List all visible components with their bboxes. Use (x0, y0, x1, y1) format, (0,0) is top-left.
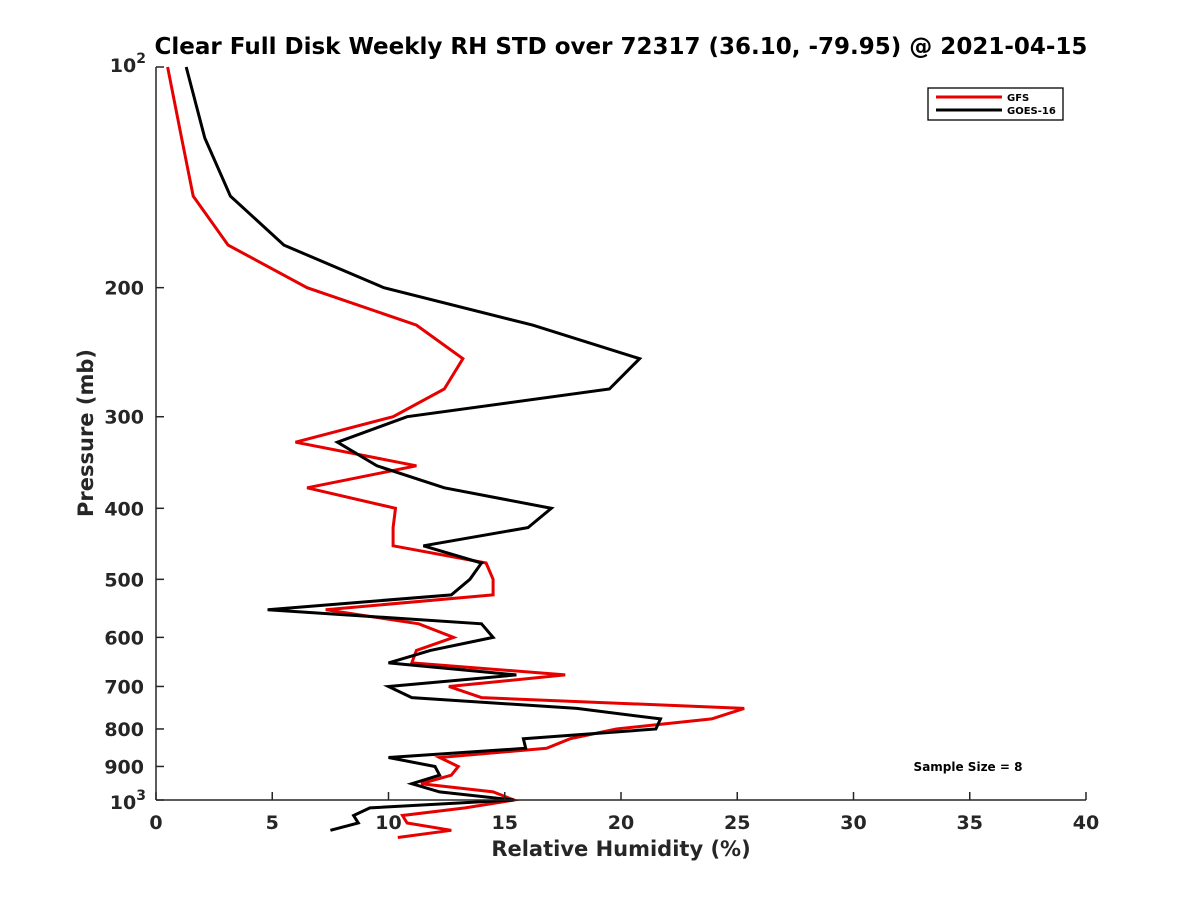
y-tick-label: 800 (104, 719, 144, 741)
x-tick-label: 5 (266, 812, 279, 834)
y-tick-label: 700 (104, 676, 144, 698)
x-tick-label: 25 (724, 812, 750, 834)
y-tick-label: 900 (104, 756, 144, 778)
chart-title: Clear Full Disk Weekly RH STD over 72317… (155, 34, 1088, 60)
y-tick-label: 400 (104, 498, 144, 520)
y-axis-ticks: 200 300 400 500 600 700 800 900 102 103 (104, 51, 164, 814)
y-tick-label: 600 (104, 627, 144, 649)
y-tick-label: 300 (104, 407, 144, 429)
series-line-gfs (166, 66, 745, 839)
x-tick-label: 20 (608, 812, 634, 834)
y-tick-label: 500 (104, 569, 144, 591)
legend-box (927, 87, 1064, 121)
y-tick-label-top: 102 (110, 51, 146, 77)
x-axis-ticks: 0 5 10 15 20 25 30 35 40 (149, 792, 1099, 834)
x-tick-label: 40 (1073, 812, 1099, 834)
y-tick-label-bottom: 103 (110, 788, 146, 814)
x-tick-label: 0 (149, 812, 162, 834)
x-tick-label: 30 (840, 812, 866, 834)
plot-background (156, 67, 1086, 800)
x-tick-label: 35 (957, 812, 983, 834)
sample-size-annotation: Sample Size = 8 (914, 760, 1023, 774)
x-tick-label: 15 (492, 812, 518, 834)
x-tick-label: 10 (375, 812, 401, 834)
legend-label-goes-16: GOES-16 (1007, 106, 1056, 117)
series-line-goes-16 (184, 66, 663, 832)
x-axis-label: Relative Humidity (%) (491, 837, 750, 861)
series-group (166, 66, 745, 839)
y-tick-label: 200 (104, 278, 144, 300)
y-axis-label: Pressure (mb) (74, 349, 98, 517)
legend: GFS GOES-16 (927, 87, 1064, 121)
plot-area: 0 5 10 15 20 25 30 35 40 200 300 400 500 600 700 800 90… (104, 51, 1099, 839)
legend-label-gfs: GFS (1007, 93, 1029, 104)
